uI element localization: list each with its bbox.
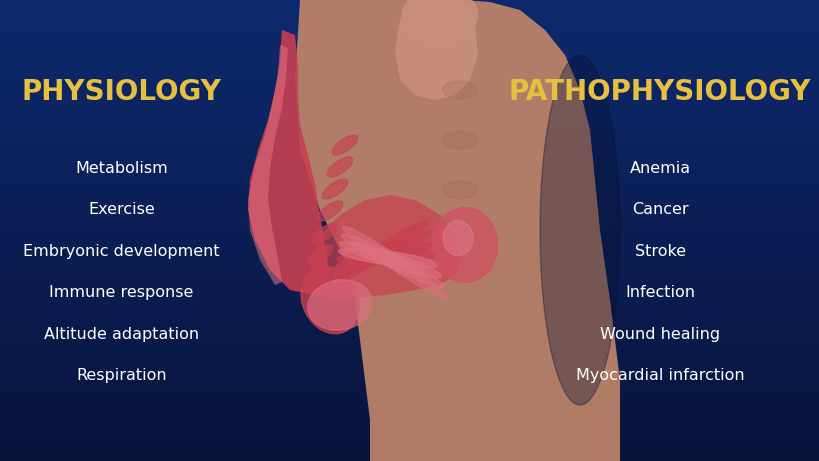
Text: Metabolism: Metabolism [75, 161, 168, 176]
Text: Altitude adaptation: Altitude adaptation [43, 327, 199, 342]
PathPatch shape [247, 30, 329, 295]
Ellipse shape [327, 157, 352, 177]
PathPatch shape [310, 195, 459, 298]
Text: Stroke: Stroke [634, 244, 685, 259]
Ellipse shape [335, 242, 432, 269]
Ellipse shape [301, 266, 359, 334]
Ellipse shape [442, 81, 477, 99]
Text: Respiration: Respiration [76, 368, 166, 383]
Text: Anemia: Anemia [629, 161, 690, 176]
Ellipse shape [402, 0, 477, 42]
Ellipse shape [307, 280, 372, 330]
Ellipse shape [332, 135, 357, 155]
PathPatch shape [295, 0, 619, 461]
Ellipse shape [341, 234, 444, 288]
Ellipse shape [312, 223, 337, 243]
PathPatch shape [247, 45, 287, 285]
Ellipse shape [442, 220, 473, 255]
Ellipse shape [342, 226, 447, 299]
Text: PHYSIOLOGY: PHYSIOLOGY [21, 78, 221, 106]
Text: Exercise: Exercise [88, 202, 155, 217]
Ellipse shape [442, 131, 477, 149]
Ellipse shape [337, 249, 436, 264]
Text: Immune response: Immune response [49, 285, 193, 300]
Ellipse shape [317, 201, 342, 221]
Ellipse shape [333, 231, 430, 276]
PathPatch shape [395, 0, 477, 100]
Text: Myocardial infarction: Myocardial infarction [575, 368, 744, 383]
Ellipse shape [322, 179, 347, 199]
Ellipse shape [332, 221, 428, 284]
Text: Cancer: Cancer [631, 202, 688, 217]
Ellipse shape [442, 181, 477, 199]
Text: Embryonic development: Embryonic development [23, 244, 219, 259]
Ellipse shape [307, 245, 333, 265]
Ellipse shape [540, 55, 619, 405]
Text: Wound healing: Wound healing [600, 327, 719, 342]
Text: Infection: Infection [624, 285, 695, 300]
Ellipse shape [338, 248, 438, 268]
Ellipse shape [339, 242, 441, 278]
Ellipse shape [432, 207, 497, 283]
Text: PATHOPHYSIOLOGY: PATHOPHYSIOLOGY [509, 78, 810, 106]
